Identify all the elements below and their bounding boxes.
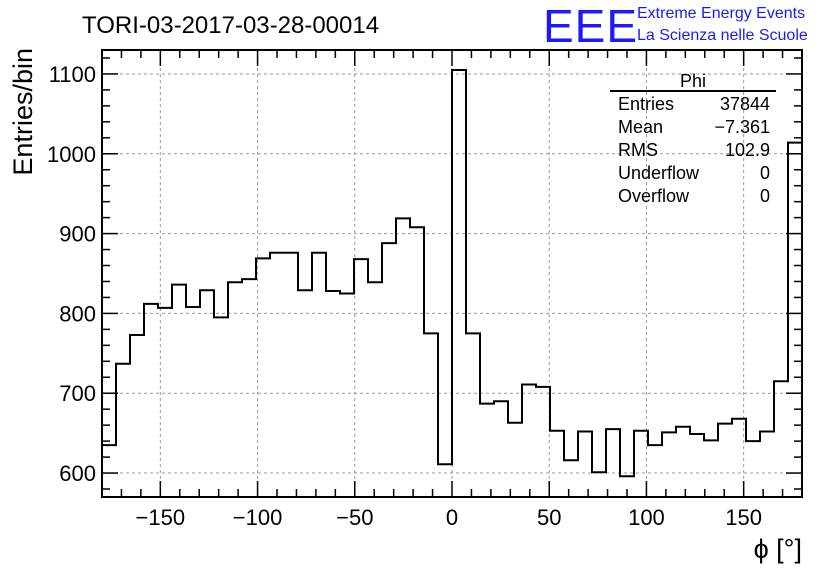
y-tick-label: 1100	[49, 62, 96, 87]
y-tick-label: 800	[59, 301, 96, 326]
eee-logo-line1: Extreme Energy Events	[637, 5, 805, 22]
y-tick-label: 700	[59, 381, 96, 406]
stats-label-rms: RMS	[618, 140, 658, 160]
x-tick-label: −150	[136, 505, 186, 530]
chart-title: TORI-03-2017-03-28-00014	[82, 12, 379, 39]
x-tick-label: 100	[628, 505, 665, 530]
histogram-outline	[101, 68, 802, 497]
eee-logo-line2: La Scienza nelle Scuole	[637, 27, 808, 44]
x-tick-label: −50	[336, 505, 373, 530]
x-tick-label: 50	[537, 505, 561, 530]
stats-box: Phi Entries 37844 Mean −7.361 RMS 102.9 …	[610, 71, 776, 206]
x-tick-labels: −150 −100 −50 0 50 100 150	[136, 505, 762, 530]
stats-label-mean: Mean	[618, 117, 663, 137]
stats-value-rms: 102.9	[725, 140, 770, 160]
x-tick-label: 0	[446, 505, 458, 530]
y-tick-labels: 600 700 800 900 1000 1100	[47, 62, 96, 486]
y-tick-label: 600	[59, 461, 96, 486]
y-tick-label: 900	[59, 222, 96, 247]
stats-value-overflow: 0	[760, 186, 770, 206]
eee-logo-mark: EEE	[543, 0, 638, 52]
stats-box-title: Phi	[680, 71, 706, 91]
stats-label-entries: Entries	[618, 94, 674, 114]
x-tick-label: 150	[725, 505, 762, 530]
stats-label-underflow: Underflow	[618, 163, 700, 183]
x-axis-title: ϕ [°]	[754, 534, 802, 564]
eee-logo: EEE Extreme Energy Events La Scienza nel…	[543, 0, 808, 52]
stats-value-mean: −7.361	[714, 117, 770, 137]
y-tick-label: 1000	[47, 142, 96, 167]
stats-value-entries: 37844	[720, 94, 770, 114]
stats-value-underflow: 0	[760, 163, 770, 183]
x-tick-label: −100	[233, 505, 283, 530]
y-axis-title: Entries/bin	[8, 48, 38, 176]
axis-ticks	[101, 50, 803, 497]
stats-label-overflow: Overflow	[618, 186, 690, 206]
